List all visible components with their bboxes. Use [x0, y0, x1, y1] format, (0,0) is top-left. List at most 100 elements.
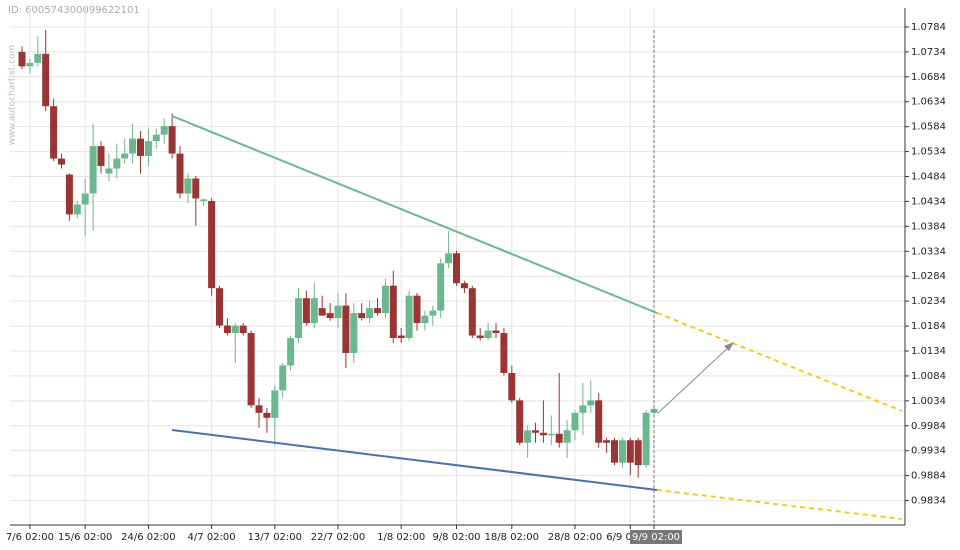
candle-body — [642, 412, 650, 466]
support-line — [171, 429, 658, 491]
y-tick-label: 0.9884 — [911, 471, 946, 482]
candle-body — [58, 158, 65, 165]
y-tick-label: 1.0684 — [911, 72, 946, 83]
candle-body — [460, 283, 468, 289]
x-tick-label: 15/6 02:00 — [58, 532, 112, 543]
candle-body — [374, 308, 381, 314]
y-tick-label: 1.0134 — [911, 346, 946, 357]
x-tick-label: 7/6 02:00 — [6, 532, 54, 543]
candle-body — [295, 298, 302, 339]
candle-body — [611, 440, 618, 463]
candle-body — [405, 295, 413, 339]
candle-body — [231, 325, 239, 334]
candle-body — [144, 141, 152, 157]
candle-body — [626, 440, 634, 463]
candle-body — [247, 333, 255, 406]
candle-body — [34, 53, 42, 63]
candle-body — [26, 62, 34, 67]
y-tick-label: 1.0484 — [911, 172, 946, 183]
candle-body — [350, 313, 358, 353]
candle-body — [508, 372, 516, 401]
x-tick-label: 22/7 02:00 — [311, 532, 365, 543]
annotations — [171, 115, 903, 520]
candle-body — [81, 193, 89, 205]
candle-body — [73, 204, 81, 215]
candle-body — [366, 308, 374, 319]
candle-body — [413, 295, 421, 324]
y-tick-label: 1.0334 — [911, 246, 946, 257]
candle-body — [271, 390, 279, 418]
arrow-head — [724, 342, 734, 351]
candle-body — [326, 313, 334, 319]
candle-body — [279, 365, 287, 391]
candle-body — [216, 288, 223, 326]
candle-body — [310, 298, 318, 324]
candle-body — [318, 308, 326, 316]
candle-body — [42, 53, 50, 107]
candle-body — [389, 285, 397, 339]
y-tick-label: 1.0284 — [911, 271, 946, 282]
candle-body — [484, 330, 492, 339]
candle-body — [129, 138, 137, 154]
candle-body — [334, 305, 342, 319]
x-tick-label: 18/8 02:00 — [485, 532, 539, 543]
x-tick-label: 13/7 02:00 — [248, 532, 302, 543]
candle-body — [113, 158, 121, 169]
candle-body — [89, 146, 97, 194]
candle-body — [381, 285, 389, 314]
candle-body — [255, 405, 263, 413]
y-tick-label: 1.0784 — [911, 22, 946, 33]
candle-body — [239, 325, 247, 334]
plot-area: 1.0784 1.0734 1.0684 1.0634 1.0584 1.0534 1.04… — [6, 8, 946, 544]
candle-body — [634, 440, 642, 466]
y-tick-label: 1.0184 — [911, 321, 946, 332]
x-tick-label: 4/7 02:00 — [188, 532, 236, 543]
y-tick-label: 1.0384 — [911, 221, 946, 232]
y-tick-label: 1.0534 — [911, 147, 946, 158]
candle-body — [539, 432, 547, 436]
projection-lower — [656, 489, 903, 520]
watermark: www.autochartist.com — [8, 45, 18, 146]
candle-body — [468, 288, 476, 336]
y-tick-label: 0.9834 — [911, 496, 946, 507]
candle-body — [618, 440, 626, 463]
y-tick-label: 1.0084 — [911, 371, 946, 382]
y-tick-label: 1.0234 — [911, 296, 946, 307]
y-tick-label: 0.9984 — [911, 421, 946, 432]
candle-body — [121, 153, 129, 159]
candle-body — [192, 178, 200, 199]
candle-body — [595, 400, 603, 443]
candle-body — [168, 126, 176, 154]
x-tick-label: 24/6 02:00 — [121, 532, 175, 543]
x-tick-label: 9/9 02:00 — [632, 532, 680, 543]
candle-body — [429, 310, 437, 316]
candle-body — [97, 146, 105, 167]
candle-body — [516, 400, 524, 443]
candle-body — [152, 134, 160, 142]
candle-body — [137, 138, 144, 157]
y-tick-label: 1.0734 — [911, 47, 946, 58]
candle-body — [287, 338, 295, 366]
candle-body — [587, 400, 595, 406]
projection-upper — [656, 312, 903, 412]
candle-body — [176, 153, 184, 194]
y-tick-label: 0.9934 — [911, 446, 946, 457]
candle-body — [302, 298, 310, 324]
resistance-line — [171, 115, 658, 314]
candle-body — [445, 253, 453, 264]
y-tick-label: 1.0584 — [911, 122, 946, 133]
candle-body — [453, 253, 460, 284]
candle-body — [476, 335, 484, 339]
candle-body — [208, 200, 216, 289]
x-tick-label: 9/8 02:00 — [432, 532, 480, 543]
y-tick-label: 1.0434 — [911, 196, 946, 207]
candle-body — [563, 430, 571, 443]
candle-body — [492, 330, 500, 334]
current-label-bg — [630, 530, 682, 544]
candle-body — [500, 333, 508, 373]
candle-body — [579, 405, 587, 413]
candle-body — [223, 325, 231, 334]
x-tick-label: 1/8 02:00 — [377, 532, 425, 543]
